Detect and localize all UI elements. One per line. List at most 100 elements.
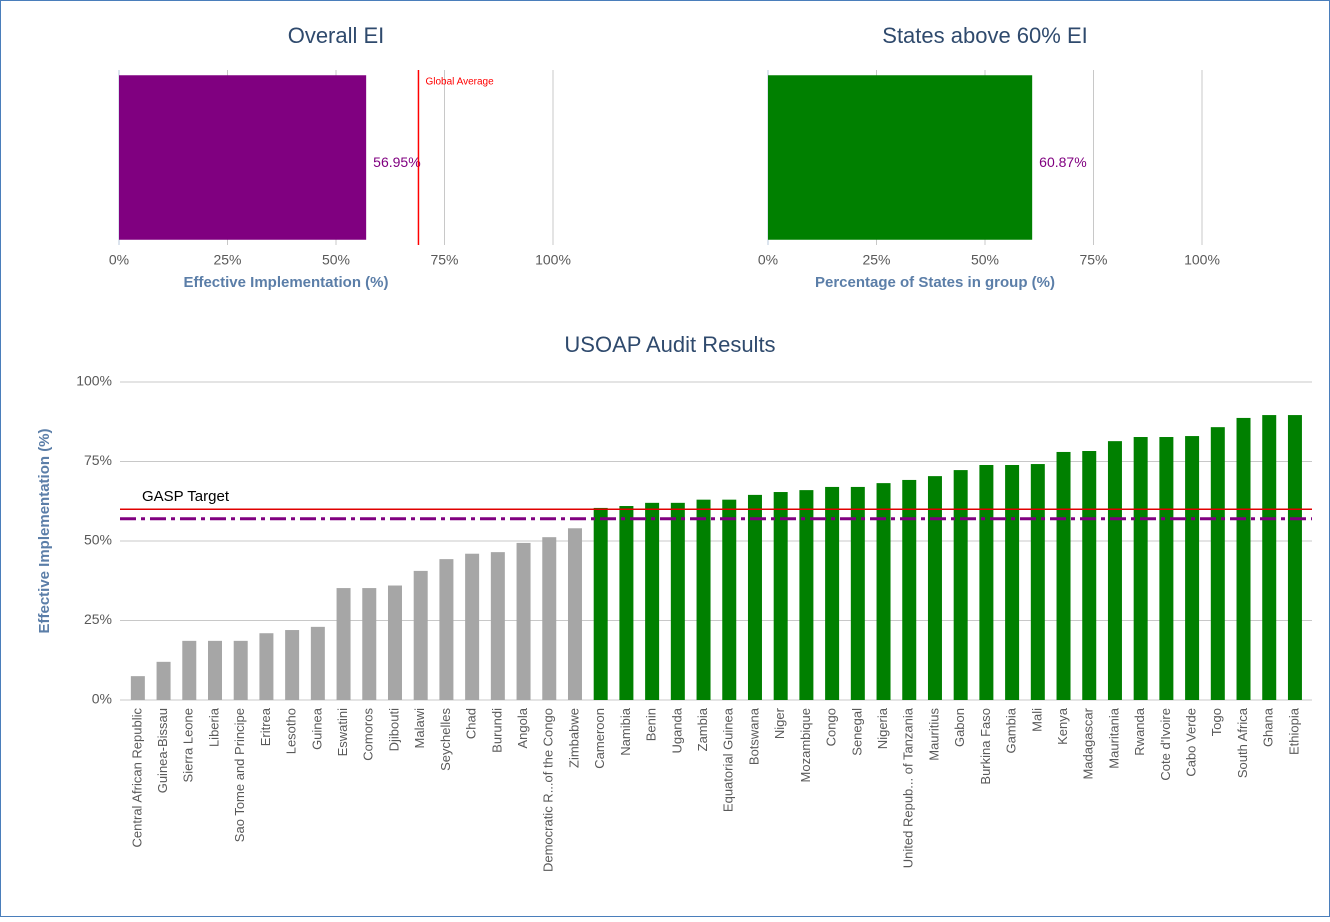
bar [1262, 415, 1277, 700]
bar [979, 464, 994, 700]
x-tick-label: Kenya [1055, 707, 1070, 745]
x-tick-label: Cote d'Ivoire [1158, 708, 1173, 781]
bar [516, 542, 531, 700]
bar [593, 507, 608, 700]
x-tick-label: Sierra Leone [181, 708, 196, 782]
bar [953, 470, 968, 700]
x-tick-label: Nigeria [875, 707, 890, 749]
bar [233, 640, 248, 700]
y-tick-label: 0% [92, 691, 112, 707]
x-tick-label: 75% [430, 252, 458, 268]
x-tick-label: Congo [824, 708, 839, 746]
x-tick-label: Cabo Verde [1184, 708, 1199, 777]
x-tick-label: Equatorial Guinea [721, 707, 736, 812]
y-axis-label: Effective Implementation (%) [36, 428, 53, 633]
bar [259, 633, 274, 700]
bar [825, 486, 840, 700]
x-tick-label: 25% [213, 252, 241, 268]
y-tick-label: 50% [84, 532, 112, 548]
x-tick-label: Niger [772, 707, 787, 739]
bar [1287, 415, 1302, 700]
bar [799, 490, 814, 700]
x-tick-label: Comoros [361, 708, 376, 761]
bar [1056, 451, 1071, 700]
x-tick-label: Burkina Faso [978, 708, 993, 785]
x-tick-label: Ethiopia [1286, 707, 1301, 755]
bar [747, 494, 762, 700]
value-label: 56.95% [373, 154, 420, 170]
x-tick-label: Angola [515, 707, 530, 748]
x-tick-label: Cameroon [592, 708, 607, 769]
bar [773, 492, 788, 700]
bar [722, 499, 737, 700]
x-tick-label: Madagascar [1081, 707, 1096, 779]
bar [207, 640, 222, 700]
bar [465, 553, 480, 700]
x-tick-label: Guinea [309, 707, 324, 750]
x-tick-label: Djibouti [386, 708, 401, 751]
bar [1185, 436, 1200, 700]
bar [1030, 464, 1045, 700]
bar [876, 483, 891, 700]
x-tick-label: Burundi [489, 708, 504, 753]
x-tick-label: Central African Republic [129, 708, 144, 848]
bar [1236, 417, 1251, 700]
bar [1107, 441, 1122, 700]
x-tick-label: Namibia [618, 707, 633, 755]
x-tick-label: Democratic R...of the Congo [541, 708, 556, 872]
y-tick-label: 75% [84, 452, 112, 468]
x-tick-label: South Africa [1235, 707, 1250, 778]
x-tick-label: Mauritius [926, 708, 941, 761]
x-tick-label: United Repub... of Tanzania [901, 707, 916, 868]
y-tick-label: 100% [76, 373, 112, 389]
bar [670, 502, 685, 700]
bar [362, 588, 377, 700]
bar [542, 537, 557, 700]
x-tick-label: 100% [1184, 252, 1220, 268]
x-tick-label: 75% [1079, 252, 1107, 268]
x-tick-label: 25% [862, 252, 890, 268]
bar [1082, 451, 1097, 700]
x-tick-label: Liberia [206, 707, 221, 747]
x-tick-label: 100% [535, 252, 571, 268]
bar [619, 506, 634, 700]
bar [310, 626, 325, 700]
bar [285, 630, 300, 700]
bar [130, 676, 145, 700]
x-tick-label: Malawi [412, 708, 427, 749]
reference-label: GASP Target [142, 488, 230, 505]
reference-label: Global Average [425, 77, 494, 88]
x-tick-label: Eswatini [335, 708, 350, 757]
value-label: 60.87% [1039, 154, 1086, 170]
bar [336, 588, 351, 700]
bar [1005, 464, 1020, 700]
x-tick-label: Gabon [952, 708, 967, 747]
bar [1159, 437, 1174, 700]
x-tick-label: Zambia [695, 707, 710, 751]
x-tick-label: Botswana [746, 707, 761, 765]
x-tick-label: 0% [109, 252, 129, 268]
chart-title: USOAP Audit Results [564, 332, 775, 357]
x-tick-label: Seychelles [438, 708, 453, 771]
x-tick-label: Zimbabwe [566, 708, 581, 768]
x-tick-label: Ghana [1261, 707, 1276, 747]
x-tick-label: Benin [644, 708, 659, 741]
x-tick-label: Rwanda [1132, 707, 1147, 755]
bar [387, 585, 402, 700]
x-tick-label: Chad [464, 708, 479, 739]
x-tick-label: Eritrea [258, 707, 273, 746]
y-tick-label: 25% [84, 611, 112, 627]
x-tick-label: Uganda [669, 707, 684, 753]
bar [902, 479, 917, 700]
bar [119, 75, 367, 240]
x-tick-label: Guinea-Bissau [155, 708, 170, 793]
x-tick-label: 50% [322, 252, 350, 268]
bar [1210, 427, 1225, 700]
bar [696, 499, 711, 700]
bar [182, 640, 197, 700]
x-tick-label: Mozambique [798, 708, 813, 782]
x-tick-label: Lesotho [284, 708, 299, 754]
x-tick-label: Senegal [849, 708, 864, 756]
x-tick-label: Mauritania [1106, 707, 1121, 768]
